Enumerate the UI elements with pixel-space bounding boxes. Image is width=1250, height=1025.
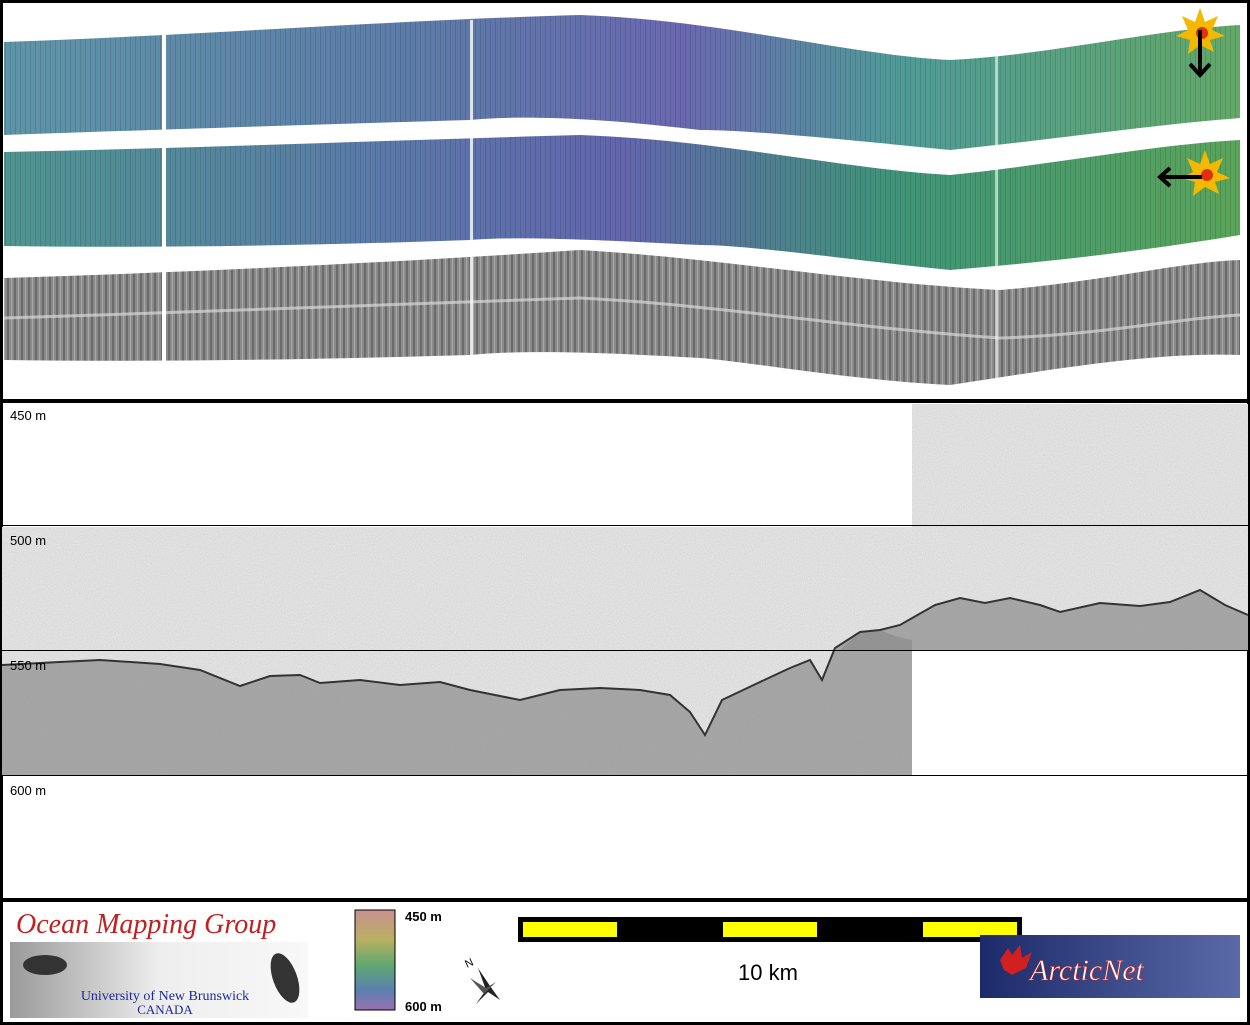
logo-title: Ocean Mapping Group — [16, 909, 276, 940]
scale-bar-segment — [523, 922, 617, 937]
seafloor-reflector — [1, 588, 1249, 738]
logo-header — [10, 906, 308, 942]
depth-label: 600 m — [10, 783, 46, 798]
swath-texture — [4, 15, 1240, 150]
logo-country: CANADA — [137, 1002, 193, 1017]
depth-label: 450 m — [10, 408, 46, 423]
maple-leaf — [1000, 945, 1032, 975]
logo-university: University of New Brunswick — [81, 989, 249, 1004]
data-gap — [995, 40, 998, 380]
subbottom-profile: 450 m 500 m 550 m 600 m — [0, 404, 1250, 798]
swath-imagery — [3, 15, 1241, 385]
subseafloor — [840, 590, 1248, 650]
logo-vessel — [23, 955, 67, 975]
sun-icons — [1157, 8, 1230, 196]
logo-vessel — [270, 953, 300, 1003]
ocean-mapping-logo: Ocean Mapping Group University of New Br… — [10, 906, 308, 1018]
compass-rose — [470, 978, 496, 994]
scale-bar-segment — [923, 922, 1017, 937]
swath-texture — [4, 135, 1240, 270]
compass-rose — [476, 968, 500, 1004]
arrow-head — [1188, 62, 1212, 78]
depth-label: 550 m — [10, 658, 46, 673]
scale-bar: 10 km — [518, 917, 1022, 985]
data-gap — [162, 30, 166, 370]
arcticnet-text: ArcticNet — [1028, 954, 1145, 987]
depth-label: 500 m — [10, 533, 46, 548]
color-scale-bottom: 600 m — [405, 999, 442, 1014]
sidescan-swath — [4, 250, 1240, 385]
scale-bar-segment — [723, 922, 817, 937]
arrow-head — [1157, 166, 1172, 188]
subseafloor — [2, 630, 912, 775]
sun-core — [1201, 169, 1213, 181]
color-bar — [354, 909, 396, 1011]
color-scale: 450 m 600 m — [354, 909, 442, 1014]
color-scale-top: 450 m — [405, 909, 442, 924]
nadir-line — [3, 296, 1241, 340]
scale-bar-label: 10 km — [738, 960, 798, 985]
arcticnet-logo: ArcticNet — [980, 935, 1240, 998]
data-gap — [470, 20, 473, 370]
